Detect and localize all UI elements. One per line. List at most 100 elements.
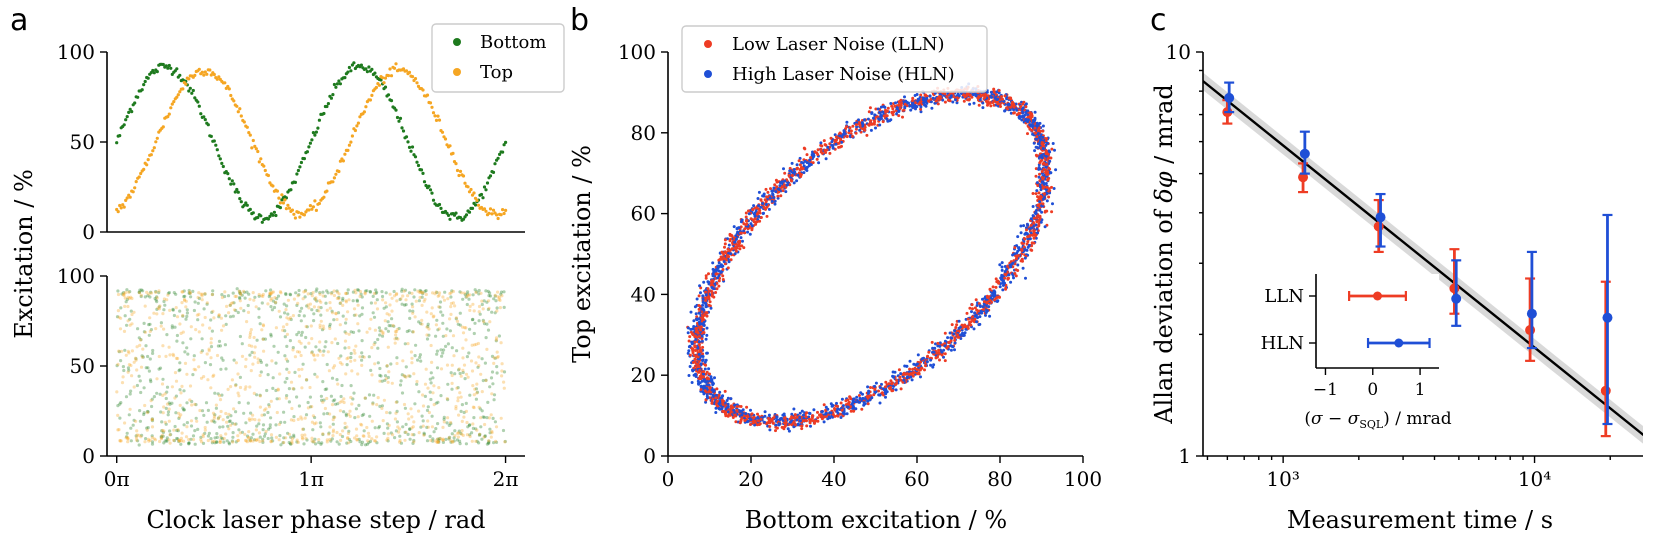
a-bottom-point-bottom	[419, 322, 423, 326]
a-bottom-point-top	[206, 438, 210, 443]
a-bottom-point-bottom	[360, 351, 364, 355]
a-bottom-point-top	[495, 355, 499, 360]
a-bottom-point-bottom	[377, 326, 381, 330]
a-bottom-point-bottom	[271, 439, 275, 443]
a-bottom-point-bottom	[502, 290, 506, 294]
a-top-point-top	[349, 140, 353, 144]
a-bottom-point-bottom	[238, 291, 242, 295]
a-bottom-point-top	[464, 338, 468, 342]
a-bottom-point-bottom	[418, 353, 422, 357]
a-top-point-bottom	[244, 201, 248, 205]
a-bottom-point-top	[289, 418, 293, 422]
a-bottom-point-bottom	[454, 317, 458, 321]
a-bottom-point-top	[257, 431, 261, 435]
a-bottom-point-bottom	[234, 410, 238, 414]
a-bottom-point-bottom	[275, 397, 279, 401]
a-bottom-point-top	[386, 432, 390, 436]
a-top-point-top	[476, 203, 481, 207]
b-point-lln	[804, 415, 808, 419]
b-point-lln	[992, 87, 996, 91]
a-bottom-point-top	[479, 416, 483, 420]
a-top-point-top	[245, 125, 249, 129]
a-bottom-point-top	[129, 363, 133, 368]
a-top-point-bottom	[401, 129, 406, 133]
a-top-point-top	[176, 93, 180, 97]
b-point-hln	[692, 319, 696, 323]
a-bottom-point-bottom	[399, 379, 403, 383]
a-bottom-point-top	[127, 296, 131, 300]
a-bottom-point-top	[353, 436, 357, 440]
a-bottom-point-bottom	[271, 299, 276, 303]
a-bottom-point-bottom	[289, 435, 293, 439]
a-bottom-point-bottom	[269, 305, 273, 309]
a-top-point-top	[389, 74, 394, 78]
b-point-hln	[1003, 109, 1007, 113]
a-bottom-point-bottom	[418, 355, 422, 359]
a-bottom-point-top	[402, 289, 406, 293]
a-bottom-point-bottom	[232, 301, 236, 305]
a-bottom-point-top	[126, 435, 130, 440]
a-bottom-point-bottom	[226, 294, 231, 298]
a-bottom-point-top	[454, 407, 458, 411]
a-bottom-point-top	[433, 439, 437, 443]
a-bottom-point-top	[487, 439, 491, 443]
a-bottom-point-top	[435, 440, 439, 444]
a-top-point-bottom	[410, 145, 415, 149]
b-point-lln	[714, 291, 718, 294]
a-top-point-bottom	[346, 70, 350, 74]
a-bottom-point-top	[244, 365, 248, 369]
a-top-point-top	[311, 205, 315, 209]
a-bottom-point-bottom	[422, 431, 426, 435]
a-bottom-point-bottom	[305, 325, 309, 329]
a-bottom-point-top	[495, 309, 499, 313]
a-bottom-point-top	[328, 326, 332, 331]
a-bottom-point-top	[123, 296, 127, 300]
a-bottom-point-bottom	[160, 435, 164, 439]
a-bottom-point-bottom	[420, 414, 424, 418]
a-top-point-bottom	[359, 63, 363, 67]
a-bottom-point-top	[372, 439, 377, 443]
a-bottom-point-top	[373, 328, 377, 332]
a-top-point-bottom	[197, 104, 201, 108]
a-bottom-point-bottom	[303, 345, 307, 349]
a-bottom-point-bottom	[269, 332, 273, 336]
a-bottom-point-bottom	[494, 299, 498, 303]
a-bottom-point-top	[420, 318, 424, 322]
a-bottom-point-bottom	[474, 387, 478, 391]
a-bottom-point-top	[251, 362, 255, 366]
a-bottom-point-top	[477, 405, 481, 409]
a-bottom-point-bottom	[337, 295, 341, 300]
a-bottom-point-top	[178, 403, 182, 407]
a-bottom-point-top	[343, 421, 347, 425]
a-bottom-point-top	[336, 382, 340, 386]
b-point-hln	[970, 310, 973, 314]
b-point-lln	[765, 214, 769, 218]
b-point-lln	[723, 242, 727, 246]
a-bottom-point-top	[384, 377, 388, 381]
a-bottom-point-bottom	[444, 437, 448, 441]
a-bottom-point-top	[396, 337, 400, 341]
b-point-hln	[782, 167, 785, 171]
b-point-hln	[889, 102, 893, 105]
a-bottom-point-top	[393, 341, 397, 345]
a-top-point-top	[490, 212, 494, 216]
a-bottom-point-top	[274, 435, 278, 439]
a-bottom-point-bottom	[153, 296, 157, 301]
a-top-point-bottom	[164, 64, 168, 68]
a-bottom-point-top	[187, 437, 191, 442]
a-bottom-point-top	[313, 358, 317, 362]
a-bottom-point-bottom	[359, 292, 363, 296]
a-bottom-point-top	[413, 315, 417, 319]
a-bottom-point-top	[209, 386, 213, 390]
a-bottom-point-top	[122, 293, 126, 298]
a-bottom-point-top	[385, 312, 389, 316]
a-top-point-bottom	[334, 85, 338, 89]
a-bottom-point-bottom	[264, 289, 268, 293]
a-bottom-point-top	[487, 416, 491, 420]
a-bottom-point-bottom	[238, 291, 242, 295]
a-bottom-point-bottom	[465, 292, 469, 296]
a-bottom-point-top	[130, 349, 134, 353]
a-top-point-bottom	[206, 123, 210, 127]
a-bottom-point-bottom	[413, 288, 417, 292]
a-bottom-point-bottom	[318, 421, 322, 425]
